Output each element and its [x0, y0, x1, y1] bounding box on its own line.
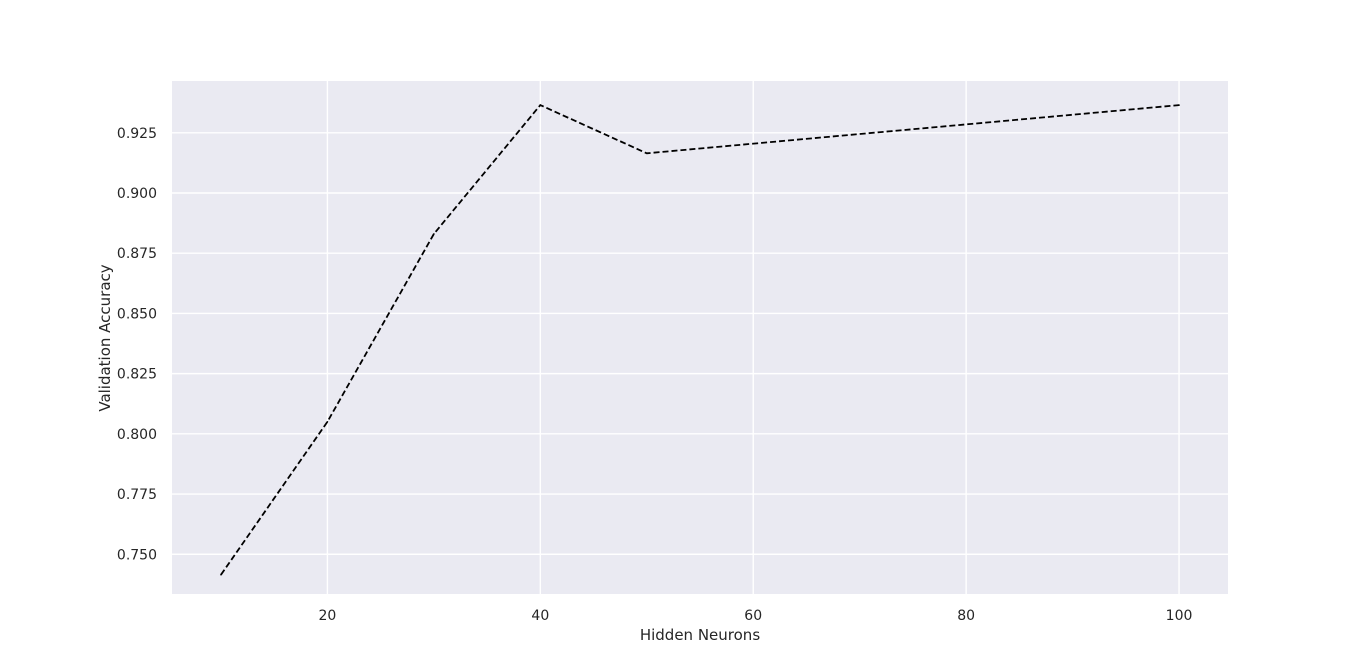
grid-lines [172, 81, 1228, 594]
x-tick-label: 80 [957, 608, 975, 624]
x-tick-label: 40 [531, 608, 549, 624]
x-axis-label: Hidden Neurons [640, 626, 760, 644]
data-point [645, 152, 648, 155]
data-point [433, 233, 435, 235]
y-tick-label: 0.825 [117, 367, 157, 383]
series-group [220, 103, 1180, 576]
data-point [539, 104, 542, 106]
y-tick-label: 0.775 [117, 487, 157, 503]
plot-area [172, 81, 1228, 594]
y-tick-label: 0.875 [117, 246, 157, 262]
y-tick-labels: 0.750 0.775 0.800 0.825 0.850 0.875 0.900 0.925 [117, 126, 157, 563]
y-tick-label: 0.925 [117, 126, 157, 142]
data-point [1178, 104, 1180, 106]
y-tick-label: 0.850 [117, 306, 157, 322]
x-tick-labels: 20 40 60 80 100 [319, 608, 1193, 624]
data-point [326, 420, 329, 423]
y-tick-label: 0.800 [117, 427, 157, 443]
y-tick-label: 0.750 [117, 547, 157, 563]
x-tick-label: 100 [1166, 608, 1193, 624]
data-point [220, 573, 222, 576]
y-tick-label: 0.900 [117, 186, 157, 202]
x-tick-label: 20 [319, 608, 337, 624]
y-axis-label: Validation Accuracy [96, 264, 114, 411]
series-line [220, 103, 1180, 576]
x-tick-label: 60 [744, 608, 762, 624]
